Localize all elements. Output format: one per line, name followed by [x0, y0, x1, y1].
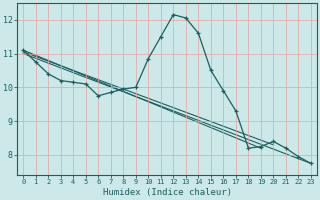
X-axis label: Humidex (Indice chaleur): Humidex (Indice chaleur) — [103, 188, 232, 197]
